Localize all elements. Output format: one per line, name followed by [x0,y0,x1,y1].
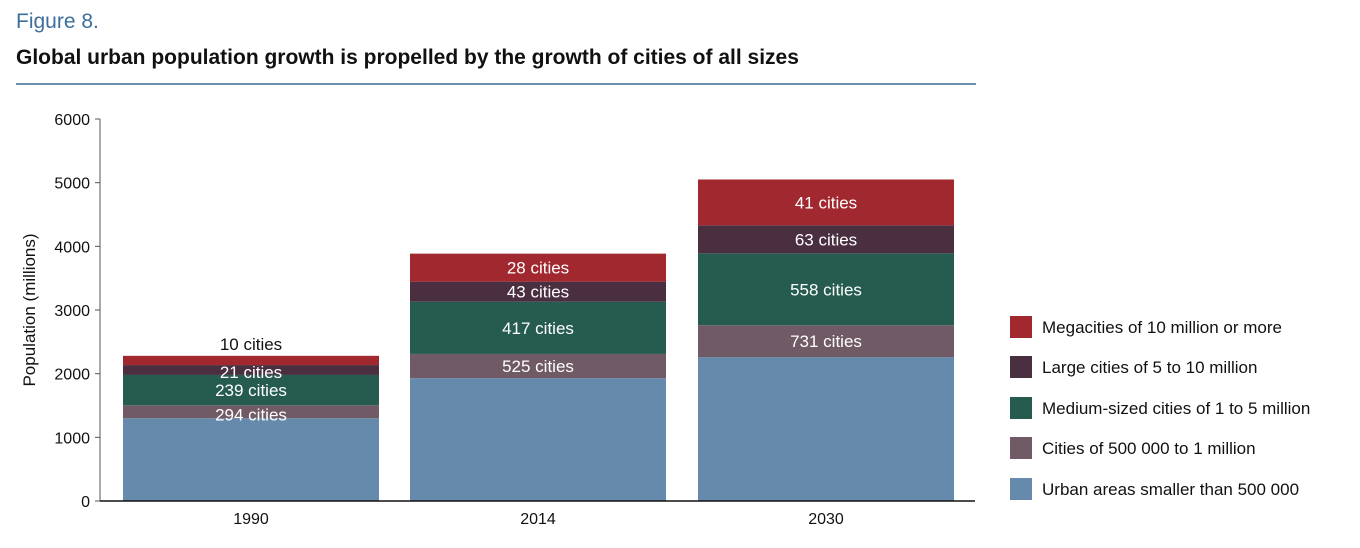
legend-label: Urban areas smaller than 500 000 [1042,480,1299,499]
data-label: 21 cities [220,363,282,382]
bar-segment [123,355,379,366]
bar-segment [123,418,379,501]
bar-segment [123,374,379,406]
data-label: 41 cities [795,193,857,212]
legend-label: Medium-sized cities of 1 to 5 million [1042,399,1310,418]
title-rule [16,83,976,85]
legend-swatch [1010,356,1032,378]
data-label: 10 cities [220,335,282,354]
data-label: 525 cities [502,357,574,376]
data-label: 558 cities [790,280,862,299]
bar-segment [123,365,379,375]
legend-item: Urban areas smaller than 500 000 [1010,478,1299,500]
y-tick-label: 5000 [54,176,90,193]
bar-segment [698,357,954,501]
y-tick-label: 1000 [54,430,90,447]
y-tick-label: 2000 [54,367,90,384]
legend-swatch [1010,437,1032,459]
data-label: 43 cities [507,283,569,302]
bar-segment [123,405,379,419]
chart-title: Global urban population growth is propel… [16,46,799,69]
legend-swatch [1010,397,1032,419]
legend-swatch [1010,316,1032,338]
legend-item: Megacities of 10 million or more [1010,316,1282,338]
data-label: 28 cities [507,259,569,278]
bar-segment [698,253,954,326]
legend-label: Large cities of 5 to 10 million [1042,358,1257,377]
data-label: 63 cities [795,230,857,249]
legend-item: Large cities of 5 to 10 million [1010,356,1257,378]
bar-segment [698,225,954,254]
y-tick-label: 3000 [54,303,90,320]
figure-label: Figure 8. [16,10,99,33]
legend-label: Megacities of 10 million or more [1042,318,1282,337]
legend-label: Cities of 500 000 to 1 million [1042,439,1256,458]
legend-item: Medium-sized cities of 1 to 5 million [1010,397,1310,419]
bar-segment [698,325,954,358]
y-tick-label: 4000 [54,239,90,256]
x-tick-label: 2014 [520,511,556,528]
data-label: 239 cities [215,381,287,400]
x-tick-label: 2030 [808,511,844,528]
data-label: 294 cities [215,406,287,425]
data-label: 731 cities [790,332,862,351]
x-tick-label: 1990 [233,511,269,528]
bar-segment [410,301,666,354]
bar-segment [410,281,666,302]
legend-item: Cities of 500 000 to 1 million [1010,437,1256,459]
y-axis-label: Population (millions) [20,233,39,386]
bar-segment [698,179,954,226]
bar-segment [410,253,666,282]
y-tick-label: 0 [81,494,90,511]
data-label: 417 cities [502,319,574,338]
legend-swatch [1010,478,1032,500]
y-tick-label: 6000 [54,112,90,129]
bar-segment [410,378,666,501]
bar-segment [410,353,666,379]
